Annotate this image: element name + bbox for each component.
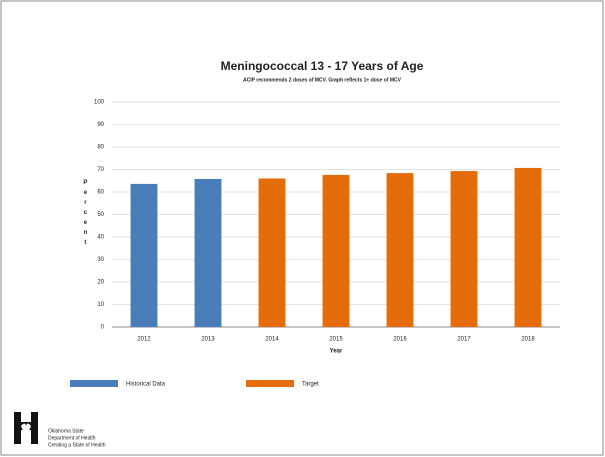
logo-text: Oklahoma State — [48, 428, 84, 434]
x-tick-label: 2014 — [265, 337, 279, 343]
x-tick-label: 2018 — [521, 337, 535, 343]
x-tick-label: 2017 — [457, 337, 471, 343]
y-tick-label: 30 — [97, 257, 104, 263]
bar — [514, 167, 542, 327]
y-tick-label: 20 — [97, 280, 104, 286]
x-tick-label: 2012 — [137, 337, 151, 343]
x-axis-label: Year — [330, 349, 343, 355]
y-tick-label: 90 — [97, 122, 104, 128]
logo-text: Department of Health — [48, 435, 96, 441]
bar — [130, 183, 158, 327]
legend-label: Target — [302, 382, 319, 388]
chart-title: Meningococcal 13 - 17 Years of Age — [221, 59, 424, 73]
logo-text: Creating a State of Health — [48, 442, 106, 448]
y-tick-label: 40 — [97, 235, 104, 241]
bar — [258, 178, 286, 327]
bar — [322, 174, 350, 327]
y-axis-label: Percent — [82, 180, 88, 250]
bar — [194, 178, 222, 327]
legend-label: Historical Data — [126, 382, 166, 388]
logo: Oklahoma State Department of Health Crea… — [14, 412, 106, 448]
logo-heart — [21, 423, 31, 433]
x-tick-label: 2015 — [329, 337, 343, 343]
y-tick-label: 80 — [97, 145, 104, 151]
bar — [386, 173, 414, 327]
y-tick-label: 60 — [97, 190, 104, 196]
y-tick-label: 100 — [94, 100, 105, 106]
legend-swatch — [70, 380, 118, 387]
legend-swatch — [246, 380, 294, 387]
y-tick-label: 50 — [97, 212, 104, 218]
x-tick-label: 2013 — [201, 337, 215, 343]
chart-subtitle: ACIP recommends 2 doses of MCV. Graph re… — [243, 77, 402, 83]
y-tick-label: 0 — [101, 325, 105, 331]
bar — [450, 171, 478, 327]
y-tick-label: 70 — [97, 167, 104, 173]
y-tick-label: 10 — [97, 302, 104, 308]
x-tick-label: 2016 — [393, 337, 407, 343]
